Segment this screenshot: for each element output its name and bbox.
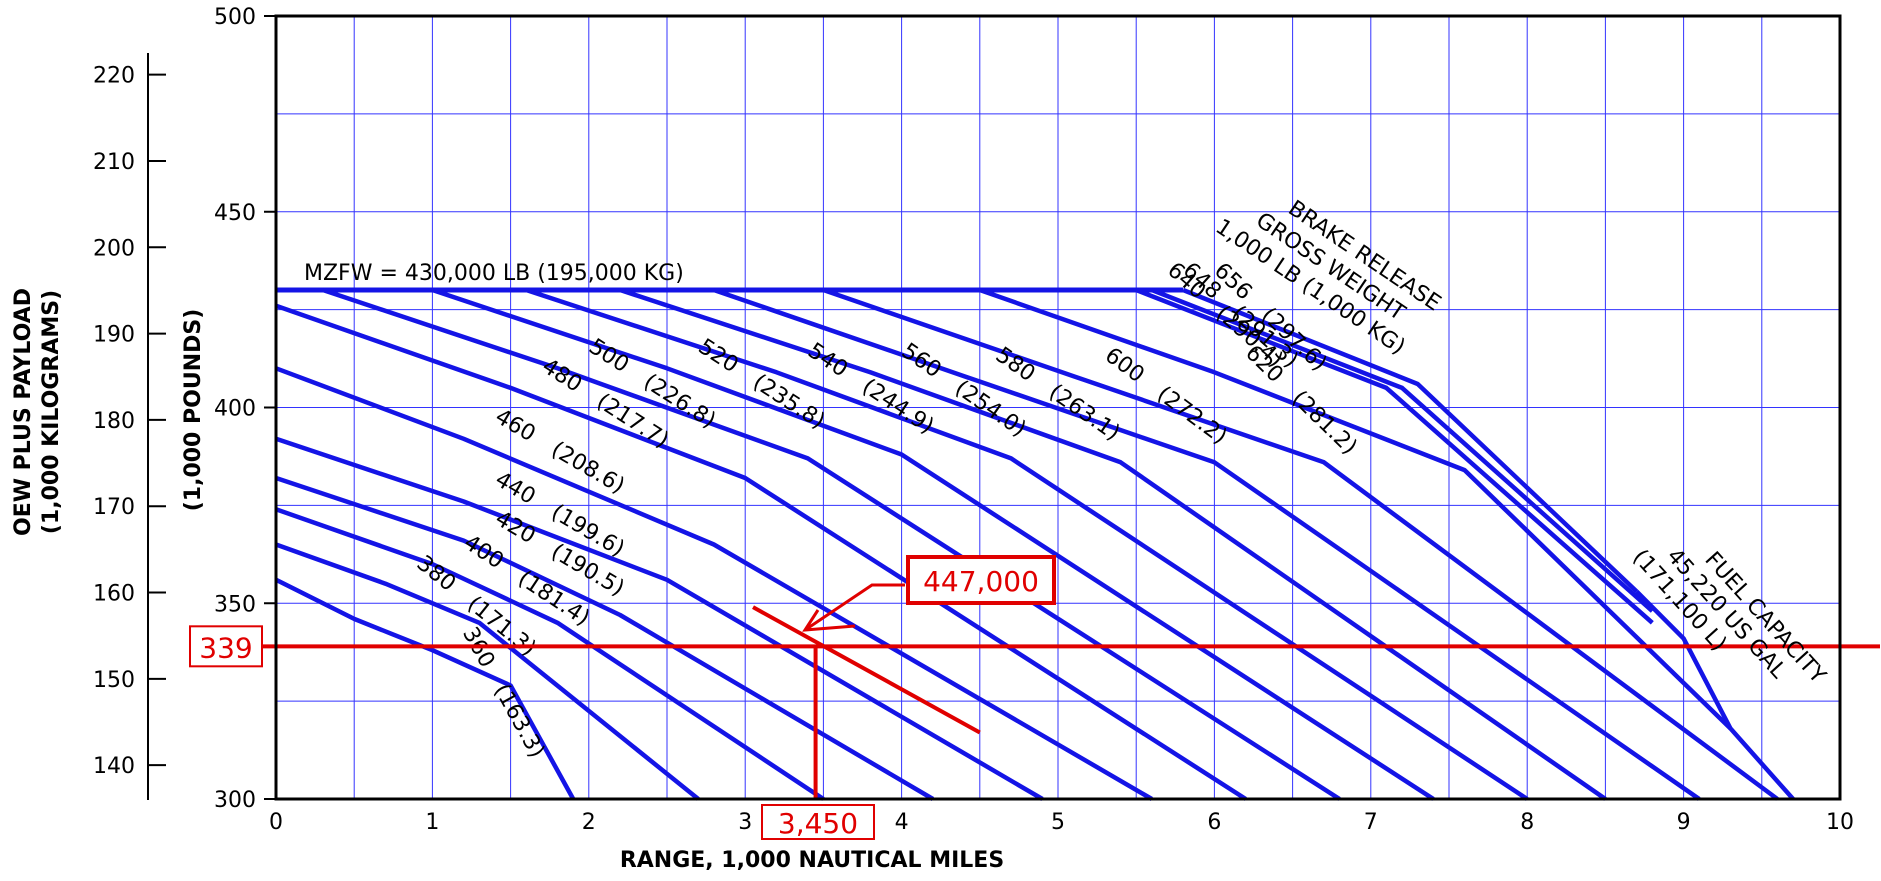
curve-520 [431, 287, 1435, 801]
x-tick-label: 7 [1364, 810, 1378, 835]
y-tick-label-kg: 170 [93, 495, 135, 520]
curve-480 [275, 303, 1247, 801]
curve-600 [822, 287, 1779, 801]
curve-460 [275, 366, 1153, 801]
y-axis-title-kg-line2: (1,000 KILOGRAMS) [39, 290, 64, 534]
fuel-capacity-title: FUEL CAPACITY 45,220 US GAL (171,100 L) [1627, 544, 1830, 689]
x-tick-label: 9 [1677, 810, 1691, 835]
x-tick-label: 2 [582, 810, 596, 835]
brw-value-box [906, 555, 1056, 605]
curve-580 [713, 287, 1701, 801]
brw-arrow [802, 583, 905, 632]
y-tick-label-kg: 200 [93, 236, 135, 261]
curve-label-lb: 460 [491, 404, 540, 447]
curve-648 [1150, 287, 1654, 613]
brw-value: 447,000 [923, 565, 1039, 598]
y-tick-label-kg: 140 [93, 754, 135, 779]
x-tick-label: 4 [895, 810, 909, 835]
y-tick-label-kg: 210 [93, 150, 135, 175]
y-tick-label-kg: 190 [93, 323, 135, 348]
curve-label-lb: 440 [491, 467, 540, 510]
curves-layer [274, 287, 1795, 801]
oew-value: 339 [199, 631, 252, 664]
x-tick-label: 6 [1207, 810, 1221, 835]
mzfw-label: MZFW = 430,000 LB (195,000 KG) [304, 261, 684, 286]
curve-label-group: 600(272.2) [1100, 343, 1231, 450]
y-tick-label-kg: 160 [93, 582, 135, 607]
x-tick-label: 8 [1520, 810, 1534, 835]
curve-label-lb: 480 [537, 354, 586, 398]
curve-420 [275, 475, 935, 801]
curve-label-lb: 600 [1100, 343, 1149, 388]
curve-560 [619, 287, 1607, 801]
x-axis-title: RANGE, 1,000 NAUTICAL MILES [620, 848, 1004, 873]
x-tick-label: 0 [269, 810, 283, 835]
curve-label-lb: 560 [897, 339, 946, 383]
grid-layer [276, 16, 1840, 799]
y-tick-label-pounds: 400 [214, 397, 256, 422]
curve-500 [322, 287, 1341, 801]
curve-540 [525, 287, 1529, 801]
curve-label-lb: 540 [803, 338, 852, 382]
y-tick-label-kg: 150 [93, 668, 135, 693]
range-value-box [761, 804, 875, 840]
y-tick-label-pounds: 500 [214, 5, 256, 30]
curve-label-lb: 400 [459, 530, 508, 574]
annotation-layer: 339 3,450 447,000 [189, 555, 1880, 840]
curve-620 [979, 287, 1733, 731]
curve-380 [275, 542, 700, 801]
oew-value-box [189, 625, 263, 668]
plot-frame [274, 14, 1842, 801]
y-tick-label-pounds: 350 [214, 592, 256, 617]
x-tick-label: 1 [425, 810, 439, 835]
x-tick-label: 10 [1826, 810, 1854, 835]
curve-label-kg: (272.2) [1152, 382, 1231, 450]
curve-label-kg: (163.3) [489, 680, 550, 762]
curve-640 [1135, 287, 1654, 625]
labels-layer: 0 1 2 3 4 5 6 7 8 9 10 300 350 400 450 500 140 150 160 170 1… [93, 5, 1854, 835]
brw-interpolated-line [752, 605, 981, 735]
y-axis-title-pounds: (1,000 POUNDS) [181, 309, 206, 512]
curve-656 [1182, 287, 1639, 594]
y-tick-label-pounds: 300 [214, 788, 256, 813]
x-tick-label: 5 [1051, 810, 1065, 835]
y-tick-label-kg: 180 [93, 409, 135, 434]
curve-label-lb: 656 [1209, 258, 1257, 305]
curve-400 [275, 507, 825, 801]
y-tick-label-kg: 220 [93, 64, 135, 89]
y-axis-title-kg-line1: OEW PLUS PAYLOAD [11, 288, 36, 536]
y-tick-label-pounds: 450 [214, 201, 256, 226]
curve-label-lb: 520 [694, 334, 743, 378]
curve-360 [274, 577, 576, 801]
range-value: 3,450 [778, 807, 858, 840]
fuel-capacity-line [1635, 589, 1795, 801]
x-tick-label: 3 [738, 810, 752, 835]
curve-label-kg: (281.2) [1287, 386, 1362, 460]
curve-440 [275, 436, 1044, 801]
